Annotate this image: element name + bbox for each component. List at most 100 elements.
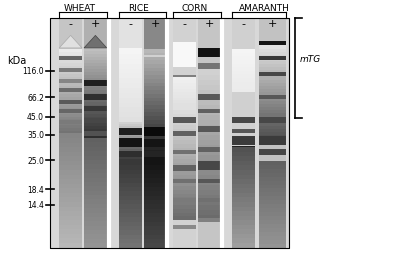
Bar xyxy=(173,225,196,229)
Bar xyxy=(59,68,82,72)
Bar xyxy=(59,148,82,152)
Bar xyxy=(59,57,82,61)
Bar xyxy=(84,123,107,126)
Text: -: - xyxy=(128,19,132,29)
Bar xyxy=(259,149,286,155)
Bar xyxy=(259,200,286,204)
Bar xyxy=(59,122,82,125)
Bar xyxy=(119,151,142,157)
Bar xyxy=(144,120,166,124)
Bar xyxy=(59,207,82,211)
Bar xyxy=(144,191,166,196)
Bar xyxy=(119,126,142,129)
Bar xyxy=(119,217,142,222)
Bar xyxy=(259,177,286,186)
Bar xyxy=(198,70,221,75)
Bar xyxy=(119,165,142,170)
Bar xyxy=(259,58,286,62)
Bar xyxy=(84,81,107,87)
Bar xyxy=(59,243,82,248)
Bar xyxy=(259,220,286,224)
Bar xyxy=(232,78,255,82)
Bar xyxy=(232,175,255,179)
Bar xyxy=(59,179,82,184)
Bar xyxy=(59,97,82,100)
Bar xyxy=(173,213,196,217)
Bar xyxy=(259,190,286,196)
Bar xyxy=(119,209,142,213)
Bar xyxy=(59,234,82,238)
Bar xyxy=(50,19,289,248)
Bar xyxy=(259,117,286,123)
Bar xyxy=(59,75,82,78)
Bar xyxy=(84,126,107,130)
Bar xyxy=(84,143,107,147)
Bar xyxy=(119,130,142,132)
Bar xyxy=(119,161,142,166)
Bar xyxy=(198,109,221,113)
Bar xyxy=(119,132,142,134)
Bar xyxy=(259,42,286,46)
Bar xyxy=(119,193,142,198)
Bar xyxy=(198,162,221,170)
Bar xyxy=(259,83,286,86)
Bar xyxy=(119,93,142,98)
Bar xyxy=(84,54,107,58)
Bar xyxy=(232,197,255,202)
Bar xyxy=(144,142,166,146)
Bar xyxy=(84,191,107,195)
Bar xyxy=(84,138,107,143)
Bar xyxy=(84,239,107,243)
Bar xyxy=(144,87,166,91)
Bar xyxy=(173,150,196,154)
Bar xyxy=(59,111,82,114)
Bar xyxy=(119,243,142,248)
Bar xyxy=(198,135,221,140)
Bar xyxy=(84,82,107,85)
Bar xyxy=(259,196,286,200)
Bar xyxy=(119,79,142,84)
Text: 35.0: 35.0 xyxy=(27,131,44,140)
Bar xyxy=(198,105,221,110)
Bar xyxy=(119,159,142,161)
Bar xyxy=(59,216,82,220)
Text: kDa: kDa xyxy=(7,56,26,66)
Bar xyxy=(59,83,82,86)
Bar xyxy=(84,96,107,100)
Bar xyxy=(259,95,286,99)
Bar xyxy=(119,183,142,187)
Bar xyxy=(173,216,196,220)
Bar xyxy=(59,138,82,143)
Bar xyxy=(198,130,221,135)
Bar xyxy=(119,54,142,60)
Bar xyxy=(259,136,286,145)
Bar xyxy=(259,55,286,59)
Bar xyxy=(144,68,166,72)
Bar xyxy=(59,78,82,81)
Bar xyxy=(119,148,142,150)
Bar xyxy=(259,86,286,89)
Text: +: + xyxy=(150,19,160,29)
Bar xyxy=(173,144,196,148)
Bar xyxy=(119,50,142,55)
Bar xyxy=(119,238,142,243)
Bar xyxy=(232,64,255,68)
Bar xyxy=(59,136,82,140)
Bar xyxy=(119,49,142,51)
Bar xyxy=(173,179,196,182)
Bar xyxy=(173,182,196,186)
Bar xyxy=(232,193,255,198)
Bar xyxy=(144,61,166,65)
Bar xyxy=(59,147,82,152)
Bar xyxy=(173,148,196,152)
Bar xyxy=(232,211,255,216)
Bar xyxy=(84,117,107,121)
Bar xyxy=(144,83,166,87)
Bar xyxy=(119,213,142,217)
Bar xyxy=(173,133,196,137)
Bar xyxy=(119,128,142,135)
Bar xyxy=(232,177,255,186)
Bar xyxy=(232,71,255,75)
Bar xyxy=(144,170,166,176)
Bar xyxy=(259,212,286,216)
